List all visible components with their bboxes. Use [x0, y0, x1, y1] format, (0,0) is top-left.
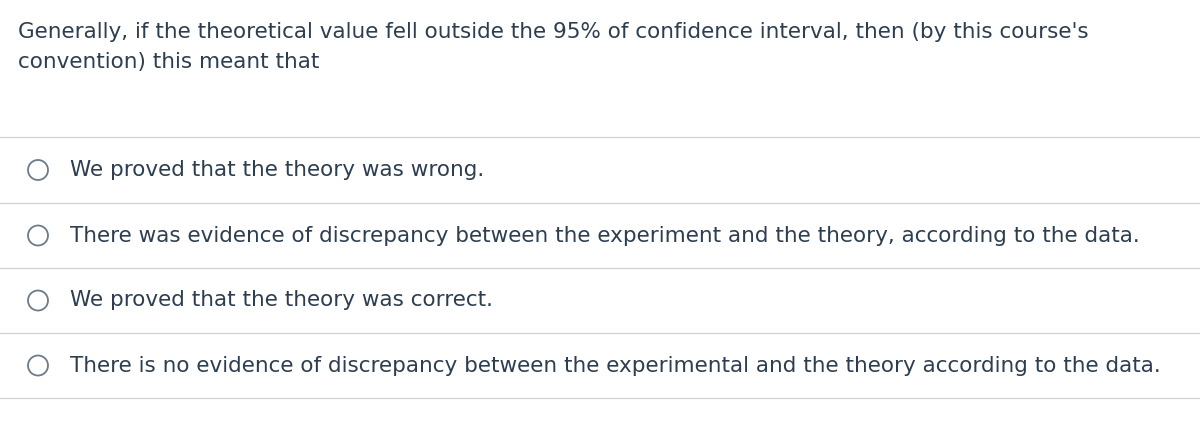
Text: We proved that the theory was wrong.: We proved that the theory was wrong.	[70, 160, 485, 180]
Text: convention) this meant that: convention) this meant that	[18, 52, 319, 72]
Text: There is no evidence of discrepancy between the experimental and the theory acco: There is no evidence of discrepancy betw…	[70, 355, 1160, 375]
Text: There was evidence of discrepancy between the experiment and the theory, accordi: There was evidence of discrepancy betwee…	[70, 226, 1140, 246]
Text: We proved that the theory was correct.: We proved that the theory was correct.	[70, 291, 493, 310]
Text: Generally, if the theoretical value fell outside the 95% of confidence interval,: Generally, if the theoretical value fell…	[18, 22, 1088, 42]
